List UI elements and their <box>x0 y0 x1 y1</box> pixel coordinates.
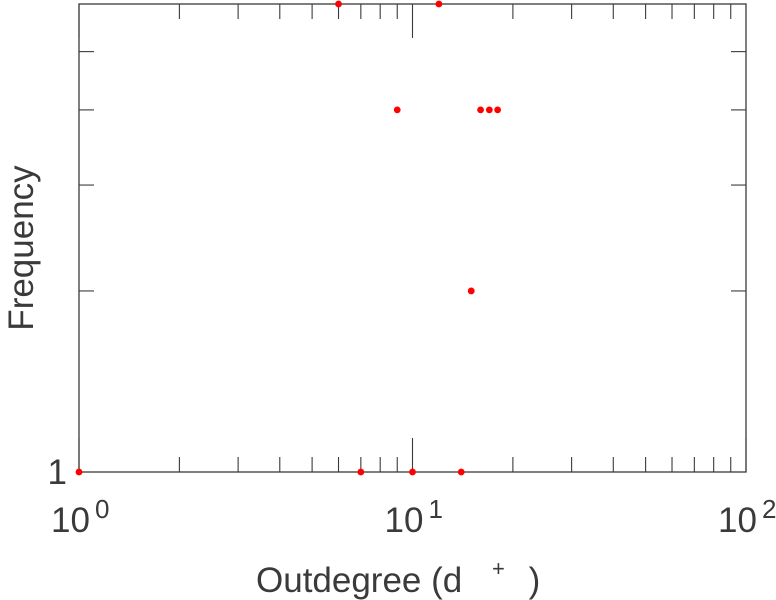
data-point <box>485 106 493 114</box>
axis-ticks <box>78 4 747 473</box>
data-point <box>435 0 443 8</box>
y-tick-label: 1 <box>48 453 67 492</box>
x-axis-label: Outdegree (d + ) <box>256 545 540 600</box>
y-axis-label: Frequency <box>2 165 41 331</box>
data-point <box>409 468 416 476</box>
x-tick-label: 10 1 <box>385 494 443 540</box>
x-tick-label: 10 0 <box>51 494 109 540</box>
data-points <box>75 0 502 476</box>
data-point <box>75 468 83 476</box>
data-point <box>467 287 475 295</box>
data-point <box>477 106 484 114</box>
plot-frame <box>78 3 747 473</box>
data-point <box>393 106 401 114</box>
data-point <box>357 468 365 476</box>
data-point <box>457 468 465 476</box>
tick-labels: 10 0 10 1 10 2 1 <box>48 453 776 540</box>
data-point <box>494 106 502 114</box>
data-point <box>335 0 342 8</box>
x-tick-label: 10 2 <box>718 494 776 540</box>
